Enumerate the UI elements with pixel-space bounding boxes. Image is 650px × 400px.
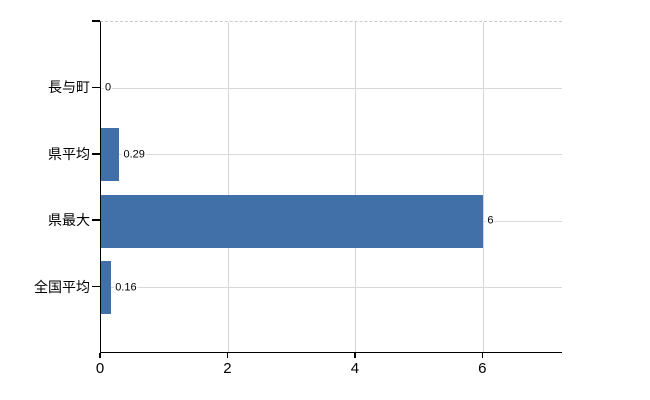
category-label: 全国平均 [34,278,90,295]
x-axis-tick [481,353,484,358]
y-axis-tick [92,219,100,221]
bar [101,261,112,315]
bar [101,194,484,248]
category-label: 県最大 [48,212,90,229]
y-axis-tick [92,153,100,155]
x-tick-label: 6 [478,360,487,377]
vertical-gridline [355,22,357,352]
value-label: 0.16 [114,281,138,295]
value-label: 6 [486,214,495,228]
plot-area: 0 0.29 6 0.16 [100,21,562,353]
category-label: 県平均 [48,145,90,162]
y-axis-end-tick [92,20,100,22]
x-axis-tick [226,353,229,358]
x-tick-label: 0 [95,360,105,377]
bar [101,128,120,182]
x-axis-tick [354,353,356,358]
horizontal-gridline [101,87,562,89]
value-label: 0.29 [122,148,146,162]
x-axis-tick [99,353,101,358]
y-axis-tick [92,285,100,288]
y-axis-tick [92,86,100,89]
value-label: 0 [104,81,113,95]
x-tick-label: 2 [223,360,232,377]
x-tick-label: 4 [350,360,360,377]
vertical-gridline [482,22,484,352]
category-label: 長与町 [48,79,90,96]
horizontal-gridline [101,154,562,156]
vertical-gridline [227,22,229,352]
horizontal-gridline [101,287,562,289]
